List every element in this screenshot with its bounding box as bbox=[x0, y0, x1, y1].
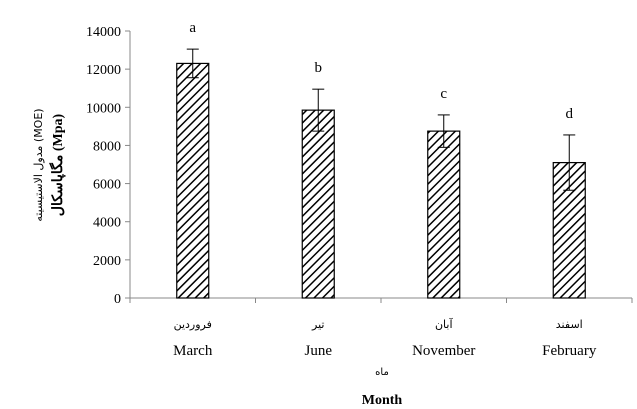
x-tick-label-english: November bbox=[412, 343, 475, 359]
significance-letter: a bbox=[189, 20, 196, 36]
x-tick-label-english: March bbox=[173, 343, 213, 359]
bars bbox=[176, 48, 586, 299]
x-tick-label-english: February bbox=[542, 343, 597, 359]
y-tick-label: 12000 bbox=[86, 63, 121, 78]
labels: a فروردین March b تیر June c آبان November d اسفند… bbox=[173, 20, 597, 359]
y-tick-label: 10000 bbox=[86, 101, 121, 116]
x-axis bbox=[129, 297, 633, 303]
x-tick-label-persian: فروردین bbox=[174, 318, 212, 331]
bar bbox=[176, 62, 210, 299]
x-tick-label-english: June bbox=[305, 343, 333, 359]
x-tick-label-persian: تیر bbox=[311, 318, 324, 331]
y-tick-label: 2000 bbox=[93, 254, 121, 269]
bar bbox=[301, 109, 335, 299]
x-tick-label-persian: اسفند bbox=[556, 318, 583, 331]
significance-letter: c bbox=[440, 86, 447, 102]
x-axis-title-persian: ماه bbox=[375, 367, 389, 378]
x-axis-title-english: Month bbox=[362, 393, 403, 408]
y-axis: 0 2000 4000 6000 8000 10000 12000 14000 bbox=[86, 25, 131, 307]
y-tick-label: 4000 bbox=[93, 216, 121, 231]
y-tick-label: 8000 bbox=[93, 139, 121, 154]
x-tick-label-persian: آبان bbox=[435, 317, 453, 331]
significance-letter: d bbox=[566, 106, 574, 122]
y-tick-label: 6000 bbox=[93, 178, 121, 193]
significance-letter: b bbox=[315, 60, 323, 76]
y-axis-title-persian: مدول الاستیسیته (MOE) bbox=[32, 108, 45, 221]
y-tick-label: 14000 bbox=[86, 25, 121, 40]
y-axis-title-english: مگاپاسکال (Mpa) bbox=[49, 113, 66, 216]
bar bbox=[427, 130, 461, 299]
y-tick-label: 0 bbox=[114, 292, 121, 307]
